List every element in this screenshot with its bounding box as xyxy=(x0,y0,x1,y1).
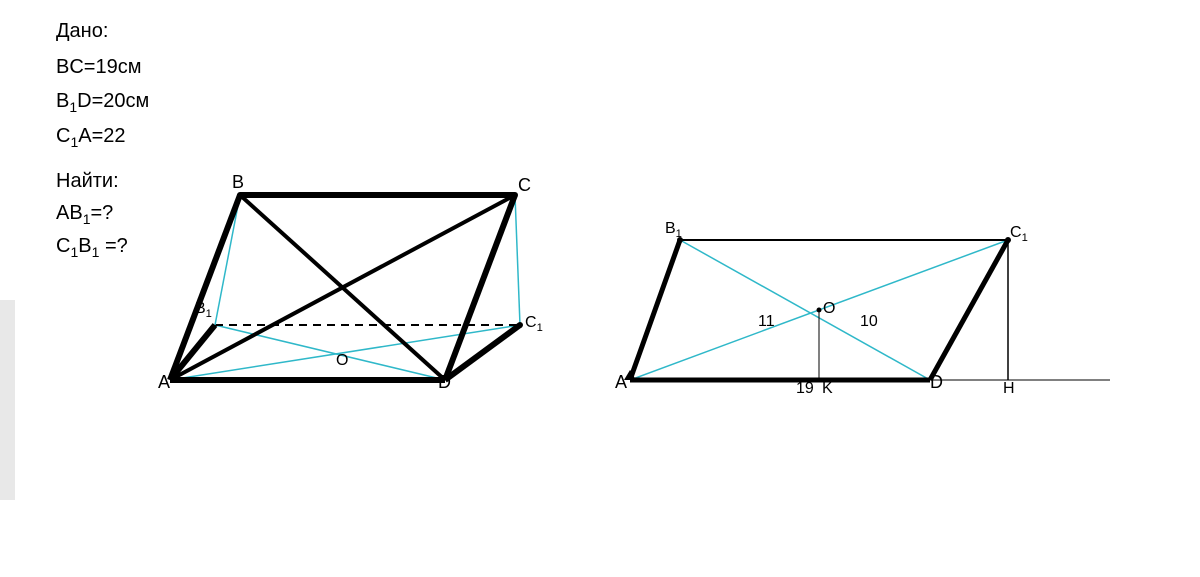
label-D: D xyxy=(930,372,943,393)
line-A-B xyxy=(170,195,240,380)
text: B xyxy=(56,90,69,112)
text: C xyxy=(56,125,70,147)
right-diagram: A D B1 C1 O K H 11 10 19 xyxy=(610,220,1120,425)
label-D: D xyxy=(438,372,451,393)
label-A: A xyxy=(615,372,627,393)
text: =? xyxy=(99,235,127,257)
find-line-1: AB1=? xyxy=(56,197,128,230)
text: B xyxy=(665,220,676,237)
label-C: C xyxy=(518,175,531,196)
subscript: 1 xyxy=(676,228,682,240)
val-11: 11 xyxy=(758,313,775,331)
line-C1-D xyxy=(930,240,1008,380)
text: D=20см xyxy=(77,90,149,112)
text: B xyxy=(195,300,206,317)
given-heading: Дано: xyxy=(56,15,149,47)
val-10: 10 xyxy=(860,313,878,331)
line-B1-D xyxy=(680,240,930,380)
dot-C1 xyxy=(517,322,523,328)
given-line-1: BC=19см xyxy=(56,51,149,83)
label-B: B xyxy=(232,172,244,193)
line-C-C1 xyxy=(515,195,520,325)
text: C xyxy=(525,314,537,331)
line-B1-D xyxy=(215,325,445,380)
subscript: 1 xyxy=(537,322,543,334)
given-block: Дано: BC=19см B1D=20см C1A=22 xyxy=(56,15,149,156)
val-19: 19 xyxy=(796,380,814,398)
subscript: 1 xyxy=(1022,232,1028,244)
subscript: 1 xyxy=(206,308,212,320)
line-B-B1 xyxy=(215,195,240,325)
find-line-2: C1B1 =? xyxy=(56,230,128,263)
text: C xyxy=(1010,224,1022,241)
label-O: O xyxy=(336,352,348,370)
text: A=22 xyxy=(78,125,125,147)
label-O: O xyxy=(823,300,835,318)
text: B xyxy=(78,235,91,257)
dot-O xyxy=(817,308,822,313)
given-line-3: C1A=22 xyxy=(56,120,149,153)
find-heading: Найти: xyxy=(56,165,128,197)
left-diagram-svg xyxy=(140,180,560,400)
line-A-B1 xyxy=(630,240,680,380)
find-block: Найти: AB1=? C1B1 =? xyxy=(56,165,128,264)
left-diagram: A D B C B1 C1 O xyxy=(140,180,560,405)
text: C xyxy=(56,235,70,257)
label-A: A xyxy=(158,372,170,393)
label-C1: C1 xyxy=(1010,224,1028,244)
line-A-B1-thick xyxy=(170,325,215,380)
text: AB xyxy=(56,202,83,224)
text: =? xyxy=(90,202,113,224)
label-K: K xyxy=(822,380,833,398)
label-B1: B1 xyxy=(665,220,682,240)
label-C1: C1 xyxy=(525,314,543,334)
left-gray-strip xyxy=(0,300,15,500)
label-H: H xyxy=(1003,380,1015,398)
given-line-2: B1D=20см xyxy=(56,85,149,118)
subscript: 1 xyxy=(69,99,77,115)
label-B1: B1 xyxy=(195,300,212,320)
